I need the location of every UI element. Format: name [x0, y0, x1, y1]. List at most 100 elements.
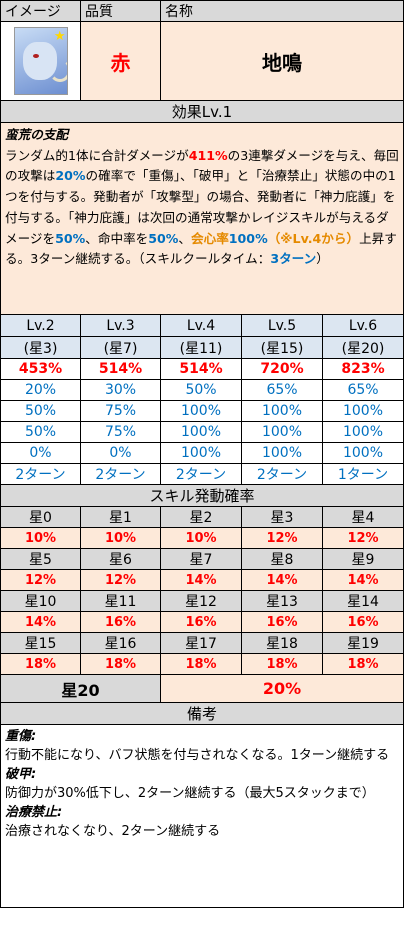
star-rate: 16%	[160, 611, 242, 633]
image-header: イメージ	[0, 0, 81, 22]
level-star-header: (星11)	[160, 336, 242, 359]
level-value: 75%	[80, 421, 161, 443]
level-value: 100%	[322, 400, 404, 422]
level-header: Lv.3	[80, 314, 161, 337]
note-text: 治療されなくなり、2ターン継続する	[5, 824, 221, 839]
star-label: 星16	[80, 632, 161, 654]
skill-image-cell: ★	[0, 21, 81, 101]
note-title: 重傷:	[5, 729, 37, 744]
level-value: 65%	[241, 379, 323, 401]
star-rate: 14%	[0, 611, 81, 633]
level-value: 2ターン	[160, 463, 242, 485]
level-value: 100%	[322, 442, 404, 464]
star-rate: 14%	[322, 569, 404, 591]
star-rate: 12%	[322, 527, 404, 549]
effect-text-part: 3ターン	[270, 251, 317, 267]
star-rate: 18%	[0, 653, 81, 675]
level-header: Lv.2	[0, 314, 81, 337]
level-value: 720%	[241, 358, 323, 380]
effect-heading: 効果Lv.1	[0, 100, 404, 123]
level-value: 823%	[322, 358, 404, 380]
effect-text-part: 100%	[228, 230, 268, 246]
skill-table: イメージ 品質 名称 ★ 赤 地鳴 効果Lv.1 蛮荒の支配 ランダム的1体に合…	[0, 0, 404, 908]
level-value: 1ターン	[322, 463, 404, 485]
level-value: 50%	[0, 421, 81, 443]
level-value: 100%	[241, 442, 323, 464]
effect-text-part: 会心率	[191, 230, 229, 246]
notes-heading: 備考	[0, 702, 404, 725]
star-label: 星18	[241, 632, 323, 654]
quality-value: 赤	[80, 21, 161, 101]
star-rate: 10%	[80, 527, 161, 549]
star-label: 星0	[0, 506, 81, 528]
star-label: 星10	[0, 590, 81, 612]
name-header: 名称	[160, 0, 404, 22]
star-label: 星5	[0, 548, 81, 570]
star-label: 星4	[322, 506, 404, 528]
effect-text-part: の確率で「重傷」、「破甲」と「治療禁止」状態の中の1つを付与する。発動者が「攻撃…	[5, 168, 396, 246]
star-label: 星15	[0, 632, 81, 654]
skill-portrait-icon: ★	[13, 27, 68, 95]
level-value: 0%	[0, 442, 81, 464]
star-label: 星17	[160, 632, 242, 654]
star-label: 星7	[160, 548, 242, 570]
level-value: 75%	[80, 400, 161, 422]
level-value: 100%	[241, 400, 323, 422]
level-star-header: (星15)	[241, 336, 323, 359]
note-title: 治療禁止:	[5, 805, 63, 820]
level-value: 2ターン	[241, 463, 323, 485]
effect-title: 蛮荒の支配	[5, 127, 68, 142]
star-rate: 14%	[160, 569, 242, 591]
star-label: 星2	[160, 506, 242, 528]
star-label: 星13	[241, 590, 323, 612]
star-rate: 12%	[241, 527, 323, 549]
level-value: 100%	[160, 421, 242, 443]
level-value: 453%	[0, 358, 81, 380]
effect-description: 蛮荒の支配 ランダム的1体に合計ダメージが411%の3連撃ダメージを与え、毎回の…	[0, 122, 404, 315]
star-label: 星11	[80, 590, 161, 612]
star-rate: 18%	[241, 653, 323, 675]
star-rate: 10%	[0, 527, 81, 549]
star-rate: 14%	[241, 569, 323, 591]
max-star-rate: 20%	[160, 674, 404, 703]
effect-text-part: 上昇する。3ターン継続する。（スキルクールタイム：	[5, 230, 397, 267]
star-rate: 16%	[241, 611, 323, 633]
level-value: 100%	[241, 421, 323, 443]
level-value: 100%	[160, 442, 242, 464]
star-label: 星12	[160, 590, 242, 612]
effect-text-part: 411%	[188, 147, 228, 163]
level-value: 50%	[0, 400, 81, 422]
level-value: 20%	[0, 379, 81, 401]
effect-text-part: 20%	[55, 168, 86, 184]
level-value: 514%	[160, 358, 242, 380]
effect-text-part: 、命中率を	[85, 230, 149, 246]
star-label: 星6	[80, 548, 161, 570]
level-value: 2ターン	[0, 463, 81, 485]
level-value: 65%	[322, 379, 404, 401]
level-header: Lv.4	[160, 314, 242, 337]
star-rate: 16%	[322, 611, 404, 633]
star-rate: 16%	[80, 611, 161, 633]
level-value: 2ターン	[80, 463, 161, 485]
star-rate: 18%	[160, 653, 242, 675]
level-star-header: (星3)	[0, 336, 81, 359]
effect-text: ランダム的1体に合計ダメージが411%の3連撃ダメージを与え、毎回の攻撃は20%…	[5, 146, 400, 270]
trigger-heading: スキル発動確率	[0, 484, 404, 507]
effect-text-part: （※Lv.4から）	[267, 230, 360, 246]
level-star-header: (星20)	[322, 336, 404, 359]
star-label: 星1	[80, 506, 161, 528]
note-text: 防御力が30%低下し、2ターン継続する（最大5スタックまで）	[5, 786, 375, 801]
level-value: 30%	[80, 379, 161, 401]
quality-header: 品質	[80, 0, 161, 22]
note-text: 行動不能になり、バフ状態を付与されなくなる。1ターン継続する	[5, 748, 390, 763]
effect-text-part: 50%	[55, 230, 86, 246]
level-value: 50%	[160, 379, 242, 401]
star-label: 星8	[241, 548, 323, 570]
level-star-header: (星7)	[80, 336, 161, 359]
effect-text-part: ）	[316, 251, 329, 267]
level-header: Lv.5	[241, 314, 323, 337]
star-rate: 12%	[80, 569, 161, 591]
max-star-label: 星20	[0, 674, 161, 703]
skill-name: 地鳴	[160, 21, 404, 101]
effect-text-part: 50%	[148, 230, 179, 246]
